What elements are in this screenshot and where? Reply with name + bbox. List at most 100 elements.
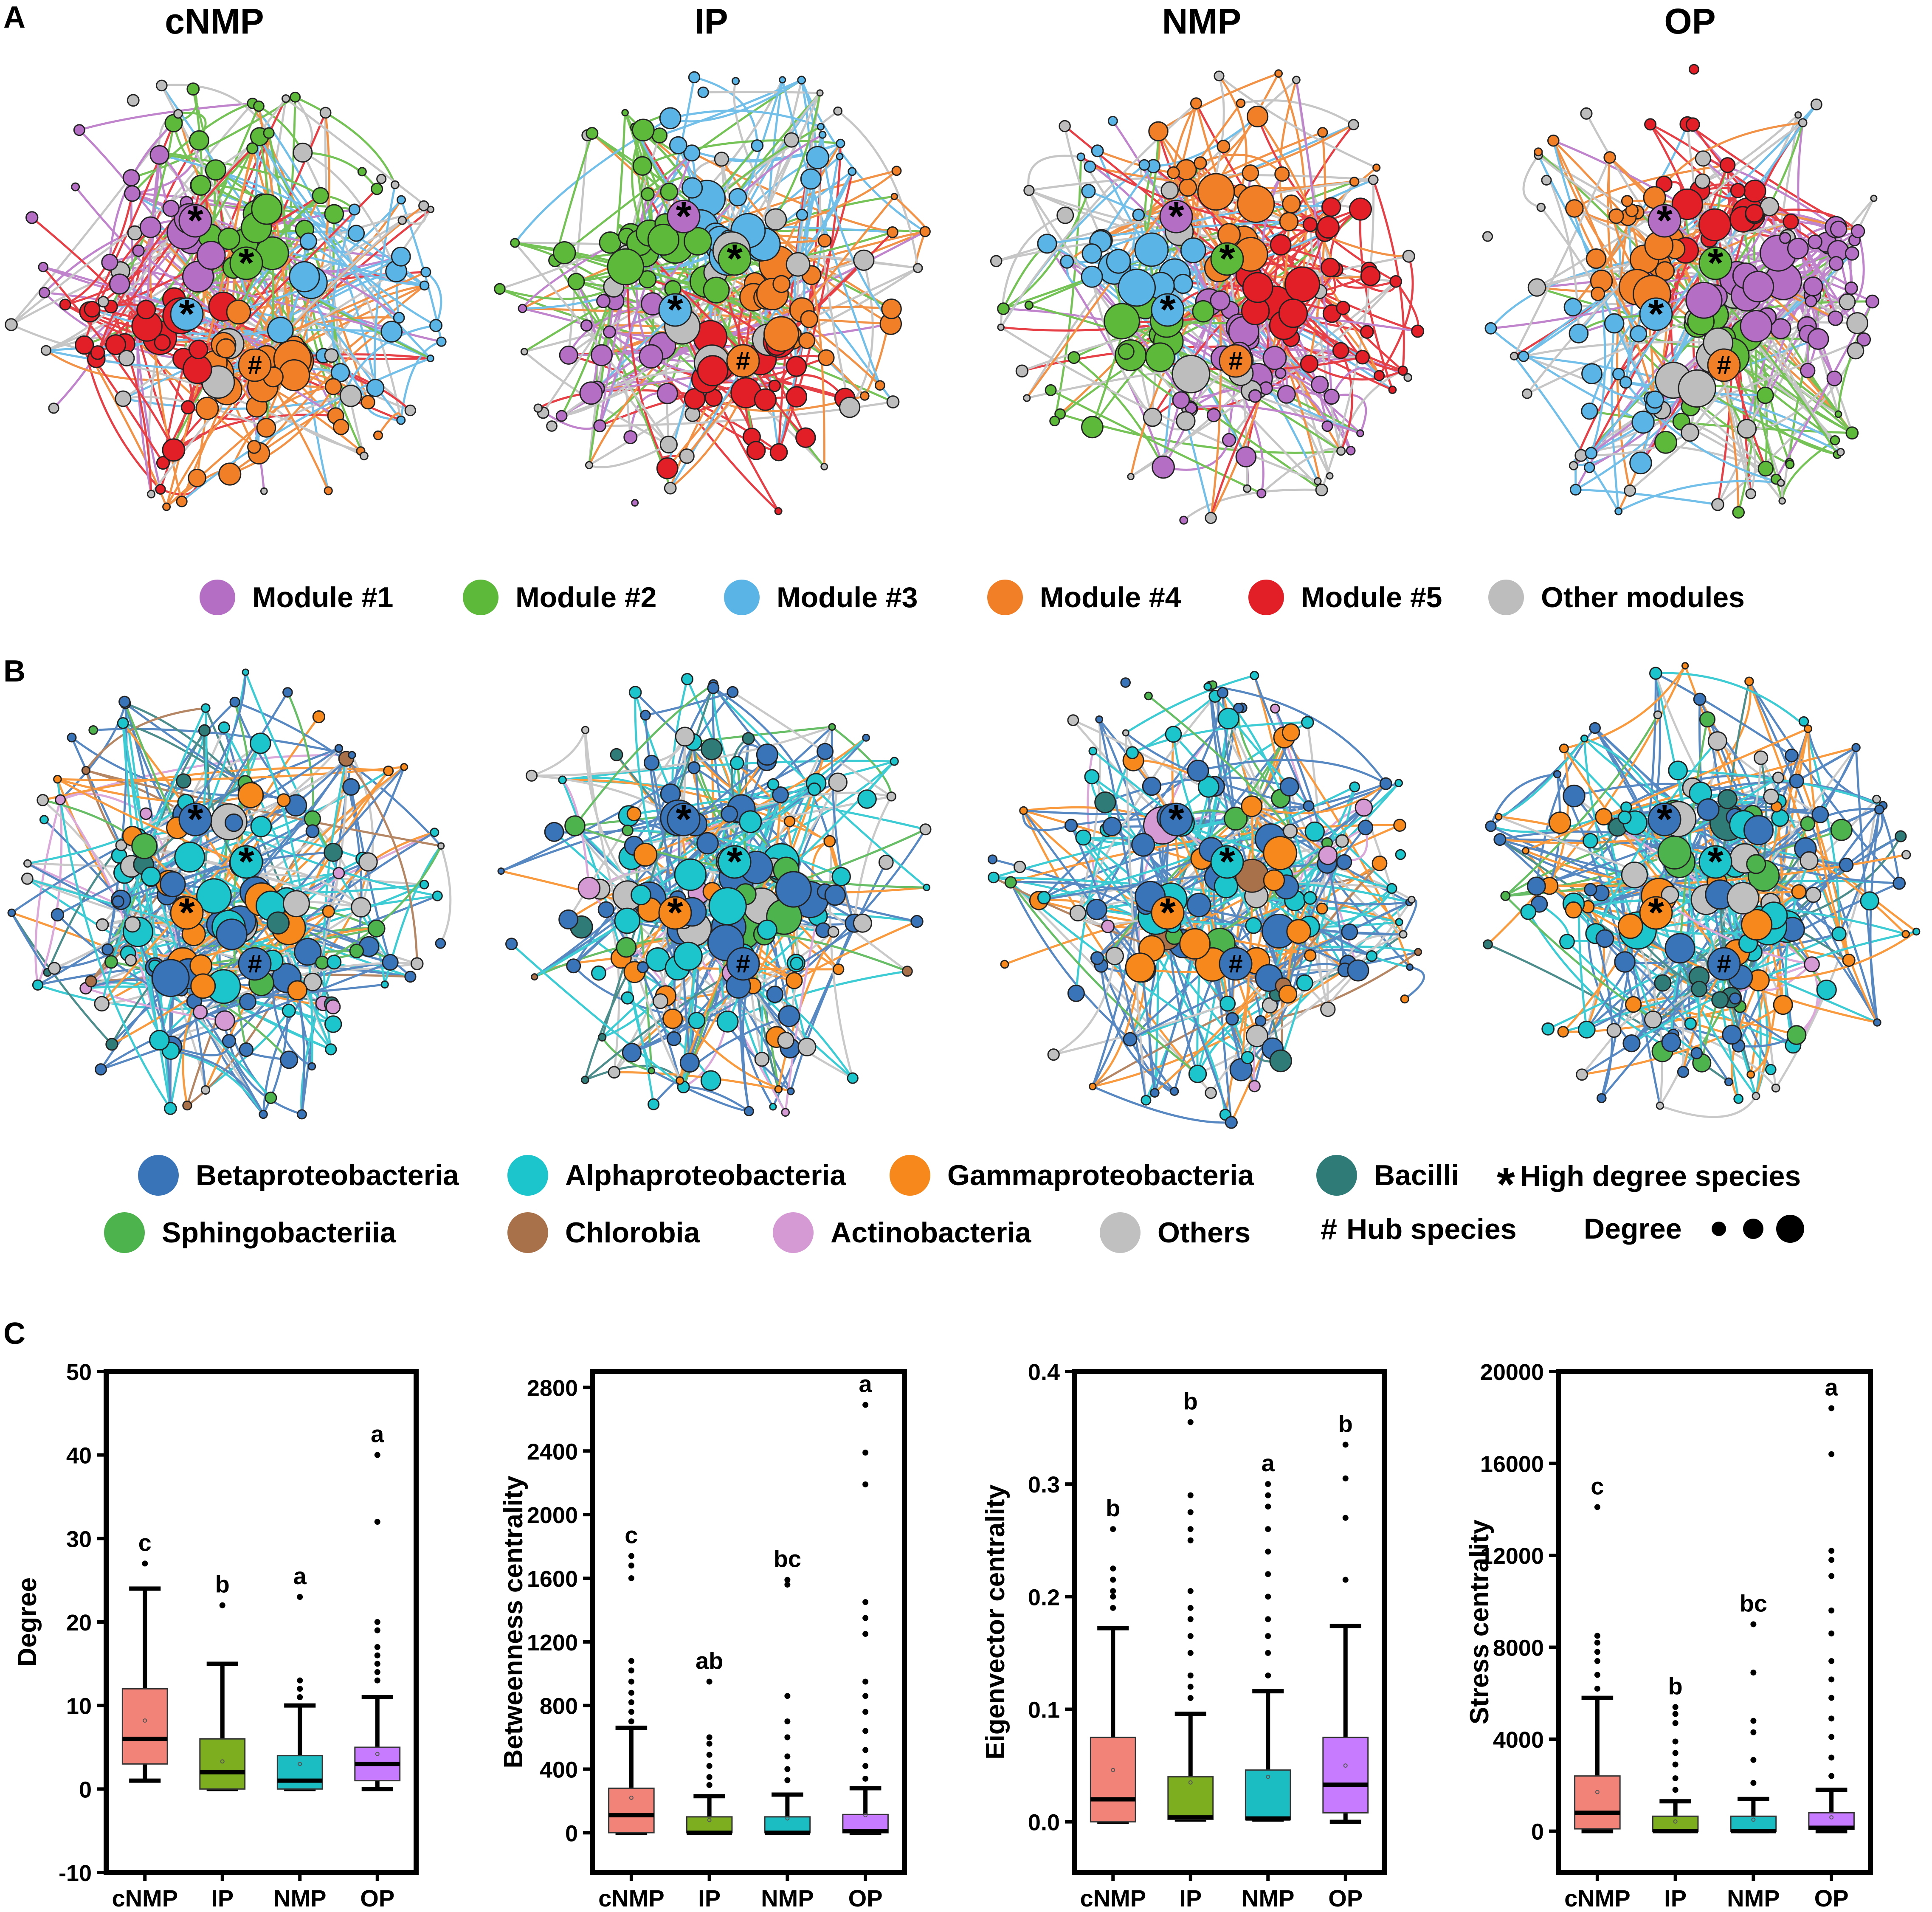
network-node bbox=[22, 873, 33, 884]
network-node bbox=[580, 382, 602, 404]
legend-module-2-label: Module #2 bbox=[515, 581, 657, 614]
network-node bbox=[998, 303, 1009, 315]
box-nmp bbox=[1731, 1816, 1776, 1831]
asterisk-icon: * bbox=[179, 890, 195, 935]
network-node bbox=[637, 962, 648, 972]
asterisk-icon: * bbox=[1160, 890, 1176, 935]
network-node bbox=[680, 1053, 699, 1072]
network-node bbox=[1403, 251, 1414, 262]
network-node bbox=[98, 297, 108, 307]
network-node bbox=[254, 101, 264, 111]
network-node bbox=[248, 441, 261, 453]
hash-icon: # bbox=[736, 949, 750, 978]
network-node bbox=[861, 392, 869, 400]
network-node bbox=[194, 1005, 207, 1019]
legend-module-5-label: Module #5 bbox=[1301, 581, 1442, 614]
network-node bbox=[1745, 677, 1753, 685]
outlier-point bbox=[707, 1741, 713, 1747]
network-node bbox=[349, 204, 360, 215]
network-node bbox=[819, 132, 826, 138]
network-node bbox=[1050, 417, 1059, 426]
network-node bbox=[1279, 299, 1307, 327]
outlier-point bbox=[707, 1735, 713, 1740]
network-node bbox=[798, 1038, 816, 1056]
network-node bbox=[853, 914, 871, 932]
outlier-point bbox=[862, 1615, 868, 1621]
hash-icon: # bbox=[248, 949, 262, 978]
network-node bbox=[1264, 836, 1297, 870]
network-node bbox=[817, 90, 823, 96]
legend-sphingo-swatch bbox=[104, 1212, 145, 1253]
network-node bbox=[697, 833, 718, 854]
network-node bbox=[420, 880, 428, 889]
outlier-point bbox=[628, 1690, 634, 1696]
outlier-point bbox=[1594, 1504, 1600, 1510]
y-axis-label: Degree bbox=[13, 1577, 42, 1667]
outlier-point bbox=[1188, 1650, 1194, 1656]
network-node bbox=[829, 773, 847, 791]
network-node bbox=[1180, 929, 1210, 959]
outlier-point bbox=[1188, 1605, 1194, 1611]
network-node bbox=[1225, 1117, 1237, 1128]
network-node bbox=[1336, 835, 1348, 847]
network-node bbox=[1597, 1094, 1606, 1103]
significance-letter: a bbox=[1262, 1450, 1275, 1476]
network-node bbox=[780, 77, 786, 83]
network-node bbox=[1800, 852, 1818, 869]
network-node bbox=[665, 482, 676, 494]
asterisk-icon: * bbox=[676, 194, 692, 239]
network-node bbox=[891, 194, 897, 200]
network-node bbox=[648, 1068, 654, 1074]
outlier-point bbox=[784, 1777, 790, 1783]
network-node bbox=[1662, 1033, 1681, 1052]
network-node bbox=[667, 1032, 681, 1045]
network-node bbox=[240, 994, 256, 1010]
network-node bbox=[1620, 377, 1631, 388]
network-node bbox=[125, 186, 140, 201]
network-node bbox=[1355, 799, 1372, 816]
legend-bacilli: Bacilli bbox=[1316, 1155, 1459, 1196]
outlier-point bbox=[707, 1752, 713, 1758]
network-node bbox=[770, 444, 787, 461]
network-node bbox=[1087, 899, 1107, 919]
outlier-point bbox=[1828, 1773, 1834, 1779]
network-node bbox=[661, 183, 678, 200]
network-node bbox=[1483, 232, 1492, 241]
network-node bbox=[1346, 447, 1355, 455]
network-node bbox=[769, 380, 780, 391]
network-node bbox=[1297, 975, 1312, 991]
outlier-point bbox=[1750, 1621, 1756, 1627]
network-node bbox=[526, 770, 537, 781]
box-nmp bbox=[277, 1756, 322, 1789]
network-node bbox=[1845, 247, 1859, 260]
network-node bbox=[1690, 65, 1699, 74]
network-node bbox=[372, 183, 383, 194]
outlier-point bbox=[1673, 1720, 1679, 1726]
legend-gamma-label: Gammaproteobacteria bbox=[947, 1159, 1254, 1192]
outlier-point bbox=[1673, 1775, 1679, 1781]
network-node bbox=[624, 431, 637, 444]
network-node bbox=[433, 891, 442, 901]
box-cnmp bbox=[1090, 1737, 1135, 1822]
hash-icon: # bbox=[1717, 949, 1731, 978]
network-node bbox=[688, 762, 700, 774]
network-node bbox=[622, 992, 634, 1004]
outlier-point bbox=[1110, 1577, 1116, 1583]
network-node bbox=[1902, 850, 1910, 859]
x-tick-label: IP bbox=[1179, 1885, 1202, 1912]
box-ip bbox=[200, 1739, 245, 1789]
y-tick-label: 2000 bbox=[527, 1503, 578, 1528]
y-tick-label: 2800 bbox=[527, 1375, 578, 1401]
network-node bbox=[405, 971, 416, 982]
outlier-point bbox=[1750, 1729, 1756, 1735]
network-node bbox=[1400, 931, 1407, 938]
significance-letter: c bbox=[138, 1529, 152, 1556]
network-node bbox=[86, 976, 97, 987]
network-node bbox=[890, 757, 898, 765]
network-node bbox=[1024, 186, 1034, 195]
network-node bbox=[1733, 507, 1744, 518]
network-node bbox=[1246, 918, 1262, 933]
network-node bbox=[320, 107, 331, 118]
network-node bbox=[755, 389, 776, 410]
network-node bbox=[1171, 1087, 1178, 1095]
